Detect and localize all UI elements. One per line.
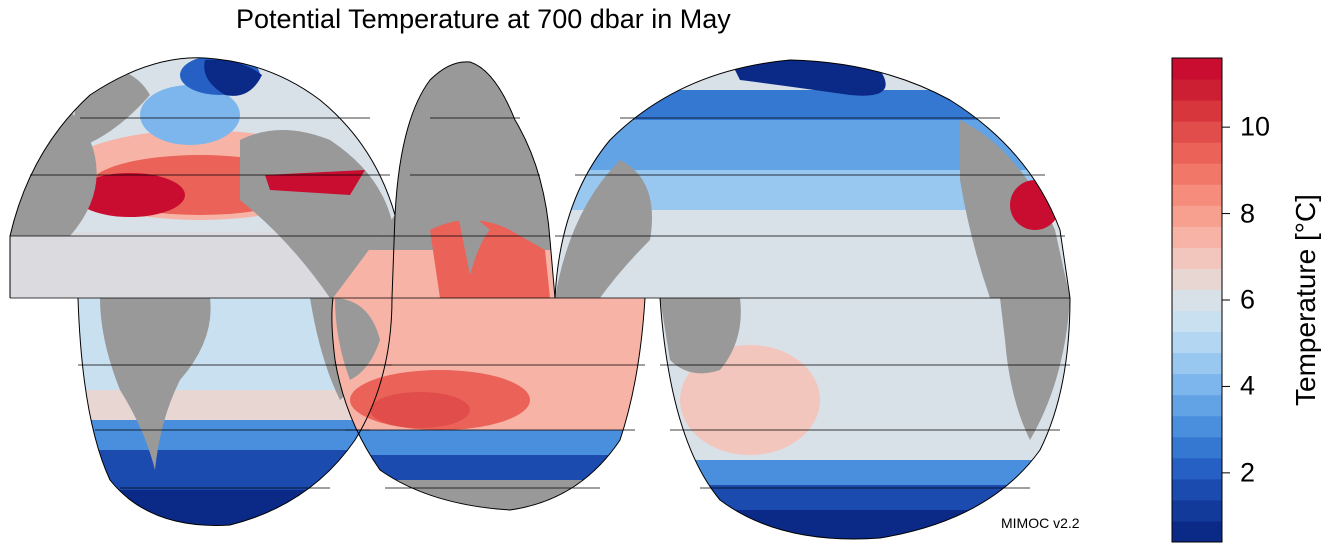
colorbar-band bbox=[1172, 58, 1222, 80]
colorbar-band bbox=[1172, 499, 1222, 522]
colorbar-band bbox=[1172, 226, 1222, 248]
south-pacific-lobe bbox=[660, 298, 1070, 539]
colorbar-label: Temperature [°C] bbox=[1290, 194, 1321, 406]
world-map bbox=[9, 57, 1071, 540]
colorbar-band bbox=[1172, 457, 1222, 480]
map-title: Potential Temperature at 700 dbar in May bbox=[236, 4, 731, 34]
colorbar-band bbox=[1172, 352, 1222, 375]
colorbar-band bbox=[1172, 289, 1222, 312]
colorbar-band bbox=[1172, 142, 1222, 164]
colorbar-band bbox=[1172, 373, 1222, 396]
colorbar-band bbox=[1172, 436, 1222, 459]
credit-label: MIMOC v2.2 bbox=[1001, 515, 1080, 531]
colorbar-band bbox=[1172, 415, 1222, 438]
colorbar-band bbox=[1172, 121, 1222, 143]
colorbar-tick-label: 2 bbox=[1240, 457, 1256, 488]
colorbar-band bbox=[1172, 331, 1222, 354]
colorbar-tick-label: 6 bbox=[1240, 284, 1256, 315]
colorbar-band bbox=[1172, 184, 1222, 206]
colorbar-band bbox=[1172, 478, 1222, 501]
colorbar-band bbox=[1172, 520, 1222, 543]
colorbar-bands bbox=[1172, 58, 1222, 543]
colorbar-band bbox=[1172, 310, 1222, 333]
lobe-outlines bbox=[9, 57, 1071, 540]
colorbar bbox=[1171, 57, 1230, 543]
colorbar-band bbox=[1172, 394, 1222, 417]
colorbar-ticks bbox=[1222, 126, 1230, 474]
colorbar-band bbox=[1172, 205, 1222, 227]
north-atlantic-lobe bbox=[10, 57, 395, 298]
colorbar-tick-label: 8 bbox=[1240, 198, 1256, 229]
graticule bbox=[10, 117, 1070, 489]
colorbar-band bbox=[1172, 100, 1222, 122]
colorbar-band bbox=[1172, 247, 1222, 269]
colorbar-band bbox=[1172, 163, 1222, 185]
colorbar-tick-label: 10 bbox=[1240, 111, 1271, 142]
colorbar-tick-label: 4 bbox=[1240, 370, 1256, 401]
colorbar-band bbox=[1172, 79, 1222, 101]
colorbar-band bbox=[1172, 268, 1222, 290]
